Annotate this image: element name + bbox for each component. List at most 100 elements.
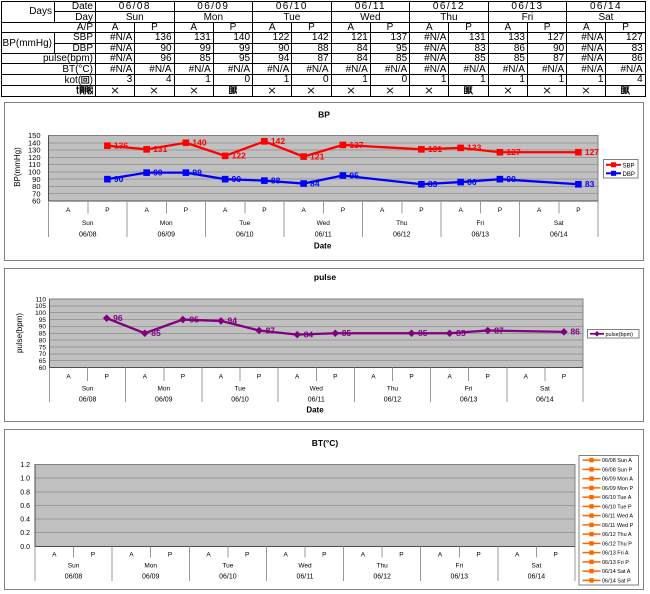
svg-text:0.8: 0.8	[20, 489, 30, 496]
svg-text:06/09 Mon P: 06/09 Mon P	[602, 486, 634, 492]
svg-text:P: P	[262, 207, 266, 214]
svg-text:A: A	[515, 552, 520, 559]
svg-text:A: A	[301, 207, 306, 214]
svg-text:A: A	[438, 552, 443, 559]
svg-text:P: P	[245, 552, 249, 559]
svg-text:130: 130	[28, 146, 41, 155]
svg-text:84: 84	[304, 329, 314, 339]
svg-text:A: A	[458, 207, 463, 214]
svg-text:70: 70	[39, 351, 47, 358]
svg-text:131: 131	[428, 144, 442, 154]
svg-text:A: A	[129, 552, 134, 559]
svg-text:85: 85	[151, 328, 161, 338]
svg-text:85: 85	[342, 328, 352, 338]
svg-text:06/08: 06/08	[79, 232, 97, 239]
svg-text:06/10: 06/10	[231, 397, 249, 404]
svg-text:83: 83	[585, 179, 595, 189]
svg-text:Sat: Sat	[554, 220, 564, 227]
svg-text:06/12 Thu A: 06/12 Thu A	[602, 532, 632, 538]
svg-text:142: 142	[271, 136, 285, 146]
svg-text:127: 127	[585, 147, 599, 157]
svg-text:Date: Date	[314, 242, 332, 251]
svg-text:P: P	[91, 552, 95, 559]
svg-text:99: 99	[192, 167, 202, 177]
svg-text:Mon: Mon	[157, 386, 170, 393]
svg-text:A: A	[361, 552, 366, 559]
svg-text:0.4: 0.4	[20, 517, 30, 524]
svg-text:A: A	[66, 374, 71, 381]
svg-text:06/09: 06/09	[155, 397, 173, 404]
svg-text:90: 90	[232, 174, 242, 184]
svg-text:P: P	[409, 374, 413, 381]
svg-text:P: P	[168, 552, 172, 559]
svg-text:A: A	[380, 207, 385, 214]
svg-text:Thu: Thu	[377, 563, 389, 570]
svg-text:A: A	[295, 374, 300, 381]
svg-text:BT(°C): BT(°C)	[312, 438, 339, 448]
svg-text:pulse(bpm): pulse(bpm)	[606, 332, 634, 338]
svg-text:90: 90	[32, 175, 40, 184]
svg-text:A: A	[524, 374, 529, 381]
svg-text:06/11: 06/11	[315, 232, 332, 239]
svg-text:06/13: 06/13	[460, 397, 478, 404]
svg-text:110: 110	[36, 296, 47, 303]
svg-text:Tue: Tue	[235, 386, 246, 393]
svg-text:80: 80	[39, 337, 47, 344]
svg-text:06/10: 06/10	[236, 232, 254, 239]
svg-text:A: A	[144, 207, 149, 214]
svg-text:A: A	[447, 374, 452, 381]
svg-text:85: 85	[39, 331, 47, 338]
svg-text:P: P	[104, 374, 108, 381]
svg-text:BP(mmHg): BP(mmHg)	[13, 147, 22, 187]
svg-text:06/08: 06/08	[65, 574, 83, 581]
svg-text:06/09 Mon A: 06/09 Mon A	[602, 477, 633, 483]
svg-text:Fri: Fri	[465, 386, 473, 393]
svg-text:95: 95	[349, 170, 359, 180]
svg-text:06/14 Sat P: 06/14 Sat P	[602, 578, 631, 584]
svg-text:85: 85	[418, 328, 428, 338]
svg-text:P: P	[322, 552, 326, 559]
svg-text:Sat: Sat	[540, 386, 550, 393]
svg-text:100: 100	[28, 167, 41, 176]
svg-text:Wed: Wed	[317, 220, 331, 227]
svg-text:P: P	[184, 207, 188, 214]
svg-text:06/12 Thu P: 06/12 Thu P	[602, 541, 632, 547]
svg-text:pulse: pulse	[314, 272, 336, 282]
svg-text:06/14: 06/14	[536, 397, 554, 404]
svg-text:88: 88	[271, 175, 281, 185]
svg-text:06/11: 06/11	[308, 397, 325, 404]
svg-text:87: 87	[494, 325, 504, 335]
svg-text:06/14 Sat A: 06/14 Sat A	[602, 569, 631, 575]
svg-text:BP: BP	[318, 110, 330, 120]
svg-text:06/13: 06/13	[471, 232, 489, 239]
svg-text:60: 60	[39, 365, 47, 372]
svg-text:60: 60	[32, 197, 40, 206]
svg-text:P: P	[576, 207, 580, 214]
svg-text:75: 75	[39, 344, 47, 351]
svg-text:131: 131	[153, 144, 167, 154]
svg-text:06/12: 06/12	[393, 232, 411, 239]
svg-text:06/13: 06/13	[451, 574, 469, 581]
svg-text:Wed: Wed	[298, 563, 312, 570]
svg-text:1.0: 1.0	[20, 476, 30, 483]
svg-text:06/14: 06/14	[528, 574, 546, 581]
svg-text:Date: Date	[306, 406, 324, 415]
svg-text:A: A	[284, 552, 289, 559]
svg-text:150: 150	[28, 131, 41, 140]
svg-text:120: 120	[28, 153, 41, 162]
svg-text:65: 65	[39, 358, 47, 365]
svg-text:90: 90	[39, 324, 47, 331]
svg-text:06/09: 06/09	[142, 574, 160, 581]
svg-text:Tue: Tue	[239, 220, 250, 227]
svg-text:P: P	[498, 207, 502, 214]
svg-text:Thu: Thu	[387, 386, 399, 393]
svg-text:86: 86	[467, 177, 477, 187]
svg-text:110: 110	[29, 160, 41, 169]
svg-text:A: A	[537, 207, 542, 214]
svg-text:A: A	[52, 552, 57, 559]
svg-text:84: 84	[310, 178, 320, 188]
svg-text:P: P	[554, 552, 558, 559]
svg-text:1.2: 1.2	[20, 462, 30, 469]
svg-text:85: 85	[456, 328, 466, 338]
svg-text:Sun: Sun	[82, 220, 94, 227]
